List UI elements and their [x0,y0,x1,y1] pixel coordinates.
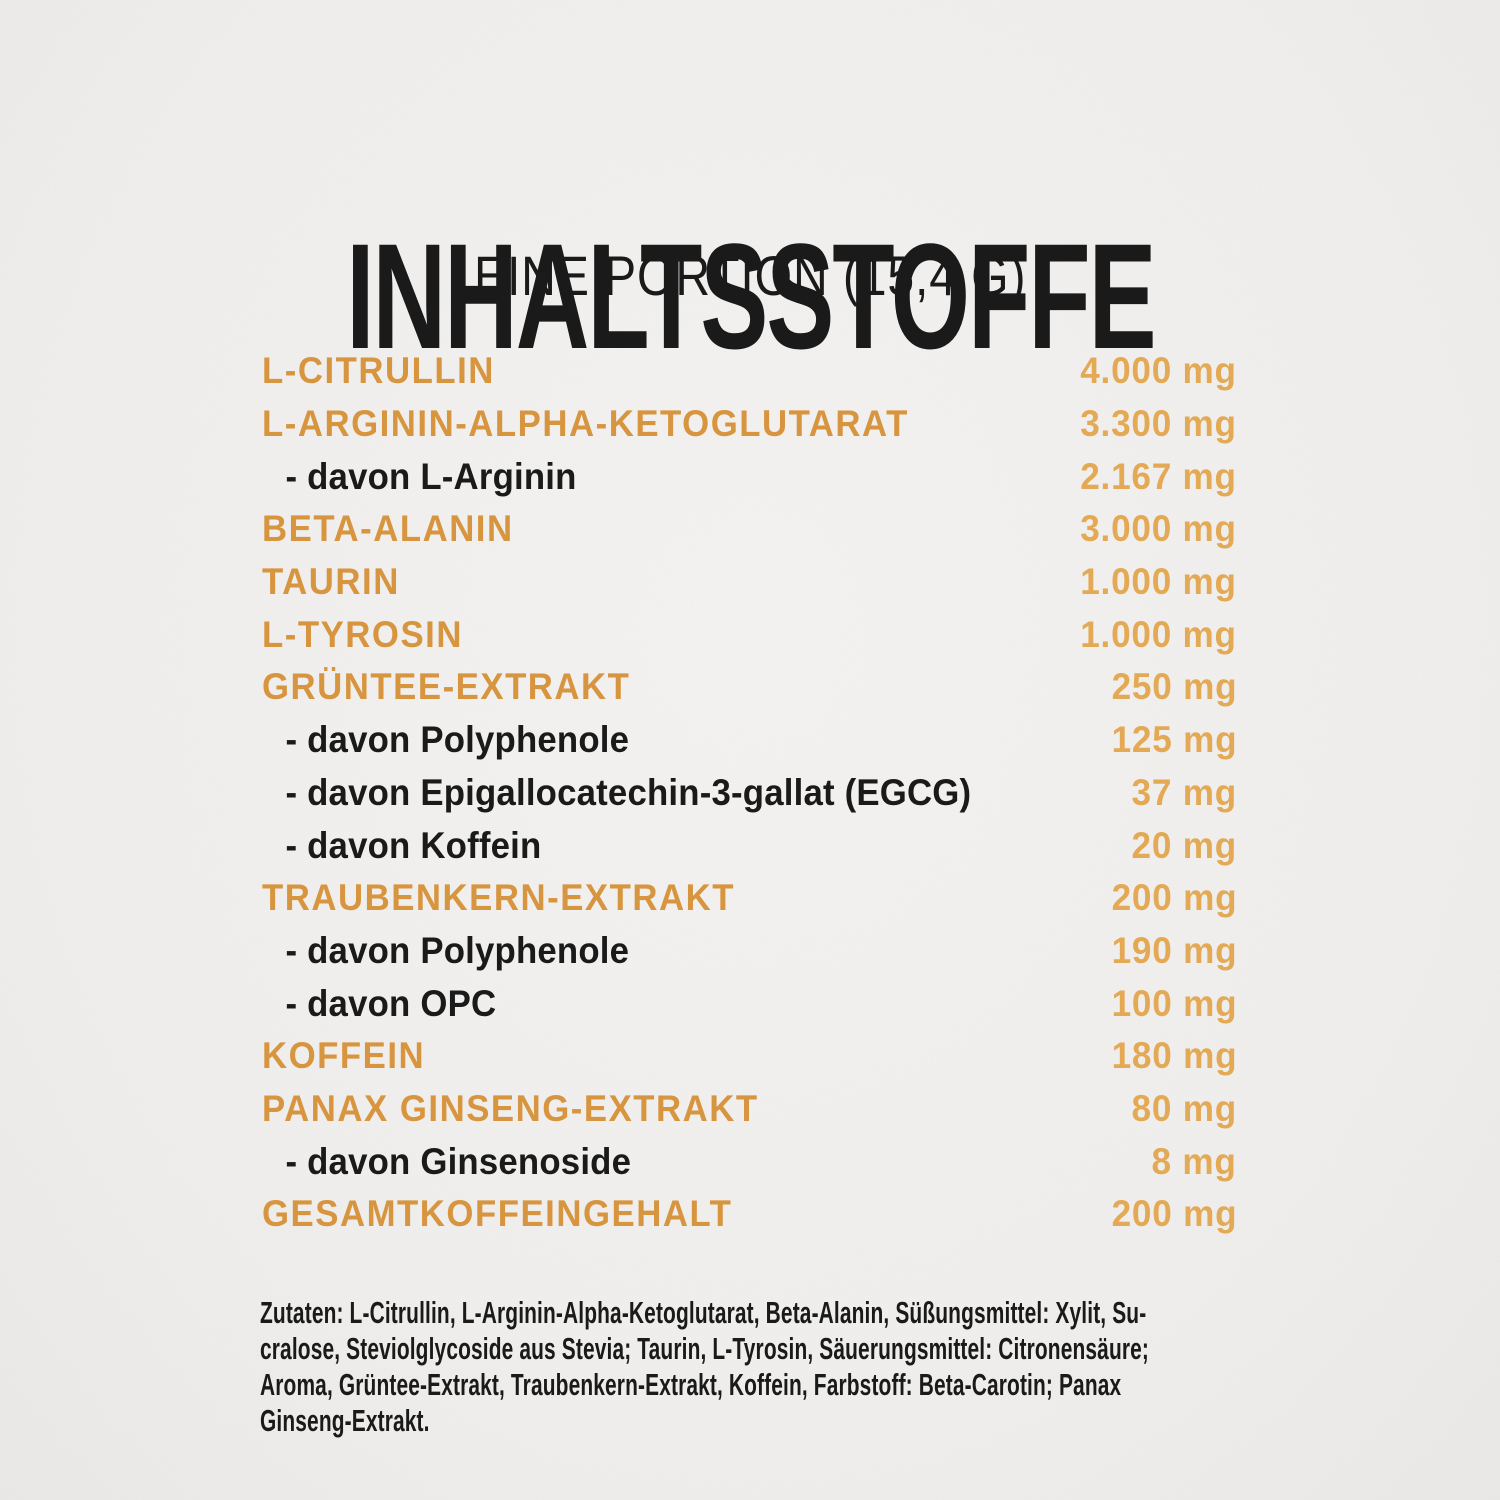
table-row: KOFFEIN 180 mg [262,1030,1237,1083]
ingredient-label: L-ARGININ-ALPHA-KETOGLUTARAT [262,403,909,445]
ingredient-amount: 250 mg [1111,666,1237,708]
table-row: - davon Ginsenoside 8 mg [262,1135,1237,1188]
table-row: - davon OPC 100 mg [262,977,1237,1030]
table-row: - davon Koffein 20 mg [262,819,1237,872]
page-title-text: INHALTSSTOFFE [345,211,1156,380]
ingredient-amount: 8 mg [1151,1140,1237,1182]
ingredient-amount: 100 mg [1111,982,1237,1024]
ingredient-amount: 190 mg [1111,929,1237,971]
ingredient-amount: 2.167 mg [1080,455,1237,497]
table-row: - davon Epigallocatechin-3-gallat (EGCG)… [262,767,1237,820]
ingredient-amount: 200 mg [1111,877,1237,919]
page-title: INHALTSSTOFFE [0,221,1500,371]
table-row: TRAUBENKERN-EXTRAKT 200 mg [262,872,1237,925]
ingredient-label: - davon Epigallocatechin-3-gallat (EGCG) [285,771,972,813]
ingredient-label: L-TYROSIN [262,613,463,655]
table-row: L-CITRULLIN 4.000 mg [262,345,1237,398]
ingredient-label: GESAMTKOFFEINGEHALT [262,1193,733,1235]
ingredient-label: TRAUBENKERN-EXTRAKT [262,877,735,919]
ingredient-amount: 125 mg [1111,719,1237,761]
ingredient-amount: 80 mg [1131,1087,1237,1129]
ingredient-label: GRÜNTEE-EXTRAKT [262,666,631,708]
page-subtitle: EINE PORTION (15,4 G) [0,248,1500,304]
table-row: BETA-ALANIN 3.000 mg [262,503,1237,556]
ingredient-label: TAURIN [262,561,400,603]
table-row: L-TYROSIN 1.000 mg [262,608,1237,661]
ingredient-label: KOFFEIN [262,1035,426,1077]
ingredient-amount: 3.000 mg [1080,508,1237,550]
ingredient-label: - davon Polyphenole [285,719,630,761]
ingredients-paragraph: Zutaten: L-Citrullin, L-Arginin-Alpha-Ke… [260,1295,1150,1438]
ingredient-amount: 1.000 mg [1080,561,1237,603]
ingredient-amount: 1.000 mg [1080,613,1237,655]
page-subtitle-text: EINE PORTION (15,4 G) [473,244,1027,307]
ingredient-amount: 3.300 mg [1080,403,1237,445]
ingredient-label: - davon Polyphenole [285,929,630,971]
ingredient-label: L-CITRULLIN [262,350,495,392]
ingredient-label: BETA-ALANIN [262,508,514,550]
ingredient-label: PANAX GINSENG-EXTRAKT [262,1087,759,1129]
table-row: L-ARGININ-ALPHA-KETOGLUTARAT 3.300 mg [262,398,1237,451]
table-row: GRÜNTEE-EXTRAKT 250 mg [262,661,1237,714]
table-row: - davon Polyphenole 125 mg [262,714,1237,767]
table-row: PANAX GINSENG-EXTRAKT 80 mg [262,1083,1237,1136]
ingredient-label: - davon Ginsenoside [285,1140,632,1182]
ingredient-label: - davon Koffein [285,824,542,866]
table-row: - davon Polyphenole 190 mg [262,925,1237,978]
ingredient-amount: 200 mg [1111,1193,1237,1235]
ingredient-table: L-CITRULLIN 4.000 mg L-ARGININ-ALPHA-KETOG… [262,345,1237,1241]
table-row: GESAMTKOFFEINGEHALT 200 mg [262,1188,1237,1241]
ingredient-amount: 180 mg [1111,1035,1237,1077]
ingredient-label: - davon OPC [285,982,497,1024]
ingredient-amount: 4.000 mg [1080,350,1237,392]
table-row: - davon L-Arginin 2.167 mg [262,450,1237,503]
table-row: TAURIN 1.000 mg [262,556,1237,609]
ingredient-amount: 20 mg [1131,824,1237,866]
ingredient-label: - davon L-Arginin [285,455,577,497]
ingredient-amount: 37 mg [1131,771,1237,813]
